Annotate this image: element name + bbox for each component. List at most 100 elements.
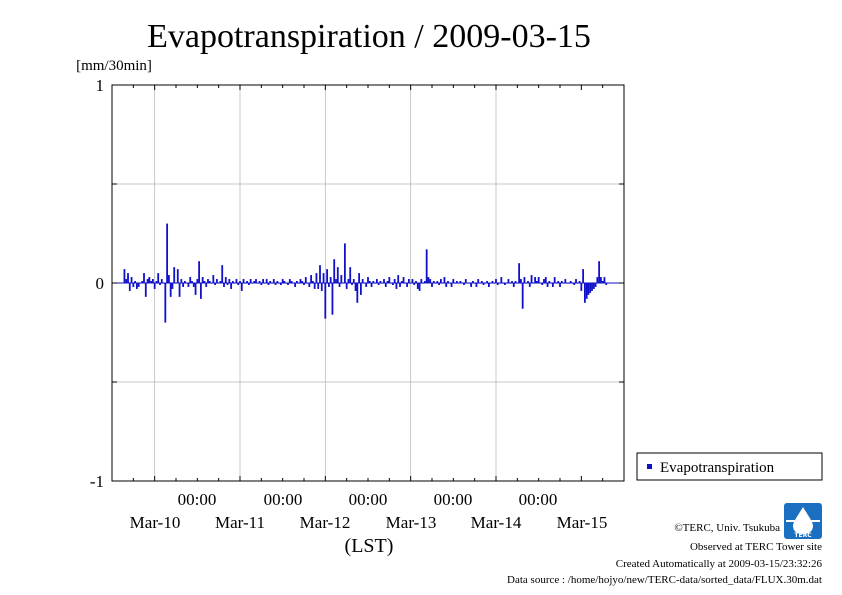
data-bar: [397, 275, 400, 283]
data-bar: [507, 279, 510, 283]
data-bar: [226, 283, 229, 285]
data-bar: [196, 279, 199, 283]
data-bar: [324, 283, 327, 319]
legend-swatch: [647, 464, 652, 469]
data-bar: [157, 273, 160, 283]
y-axis-unit-label: [mm/30min]: [76, 58, 152, 74]
data-bar: [406, 283, 409, 287]
data-bar: [518, 263, 521, 283]
data-bar: [294, 283, 297, 287]
data-bar: [578, 281, 581, 283]
data-bar: [290, 281, 293, 283]
data-bar: [569, 281, 572, 283]
data-bar: [361, 279, 364, 283]
data-bar: [573, 283, 576, 285]
data-bar: [304, 277, 307, 283]
x-day-label: Mar-12: [300, 513, 351, 532]
data-bar: [416, 283, 419, 289]
data-bar: [338, 283, 341, 287]
data-bar: [329, 277, 332, 283]
data-bar: [393, 279, 396, 283]
data-bar: [580, 283, 583, 291]
data-bar: [127, 273, 129, 283]
data-bar: [575, 279, 577, 283]
data-bar: [375, 279, 378, 283]
data-bar: [288, 279, 291, 283]
data-bar: [166, 223, 169, 283]
data-bar: [541, 283, 544, 285]
data-bar: [425, 249, 428, 283]
observed-text: Observed at TERC Tower site: [690, 541, 822, 553]
data-bar: [471, 281, 474, 283]
data-bar: [239, 281, 241, 283]
data-bar: [557, 281, 560, 283]
data-bar: [164, 283, 167, 323]
data-bar: [354, 283, 357, 291]
data-bar: [427, 277, 430, 283]
data-bar: [495, 279, 497, 283]
data-bar: [242, 279, 245, 283]
data-bar: [420, 279, 423, 283]
data-bar: [235, 279, 238, 283]
data-bar: [603, 277, 606, 283]
data-bar: [299, 279, 302, 283]
data-bar: [155, 281, 158, 283]
data-bar: [215, 279, 218, 283]
chart-title: Evapotranspiration / 2009-03-15: [147, 18, 591, 55]
data-bar: [247, 283, 250, 285]
x-tick-time-label: 00:00: [178, 490, 217, 509]
legend-label: Evapotranspiration: [660, 460, 775, 476]
data-bar: [207, 279, 209, 283]
data-bar: [173, 267, 176, 283]
data-bar: [343, 243, 346, 283]
data-bar: [249, 279, 252, 283]
data-bar: [439, 279, 442, 283]
data-bar: [415, 281, 417, 283]
data-bar: [151, 279, 154, 283]
x-axis-label: (LST): [345, 535, 394, 557]
data-bar: [383, 279, 385, 283]
data-bar: [128, 283, 131, 291]
data-bar: [486, 281, 489, 283]
data-bar: [367, 277, 369, 283]
data-bar: [246, 281, 249, 283]
data-bar: [205, 283, 208, 287]
data-bar: [432, 281, 435, 283]
data-bar: [379, 281, 382, 283]
data-bar: [345, 283, 348, 289]
data-bar: [447, 281, 449, 283]
data-bar: [372, 281, 375, 283]
data-bar: [283, 281, 286, 283]
data-bar: [463, 283, 465, 285]
data-bar: [135, 283, 138, 289]
data-bar: [598, 261, 601, 283]
data-bar: [308, 283, 311, 287]
data-bar: [191, 281, 193, 283]
data-bar: [317, 283, 320, 289]
data-bar: [450, 283, 453, 287]
data-bar: [482, 283, 485, 285]
data-bar: [553, 277, 556, 283]
data-bar: [352, 279, 355, 283]
data-bar: [599, 277, 602, 283]
x-tick-time-label: 00:00: [264, 490, 303, 509]
data-bar: [560, 281, 563, 283]
data-bar: [546, 283, 549, 287]
data-bar: [224, 277, 227, 283]
data-bar: [512, 283, 515, 287]
data-bar: [159, 283, 161, 285]
data-bar: [335, 279, 337, 283]
data-bar: [395, 283, 398, 289]
data-bar: [377, 283, 380, 285]
data-bar: [391, 283, 394, 285]
data-bar: [589, 283, 592, 293]
data-bar: [301, 281, 304, 283]
data-bar: [223, 283, 225, 287]
data-bar: [503, 283, 506, 285]
data-bar: [130, 277, 133, 283]
data-bar: [596, 277, 599, 283]
data-bar: [137, 283, 140, 287]
legend-box: [636, 452, 823, 481]
data-bar: [548, 281, 551, 283]
data-bar: [171, 283, 174, 289]
